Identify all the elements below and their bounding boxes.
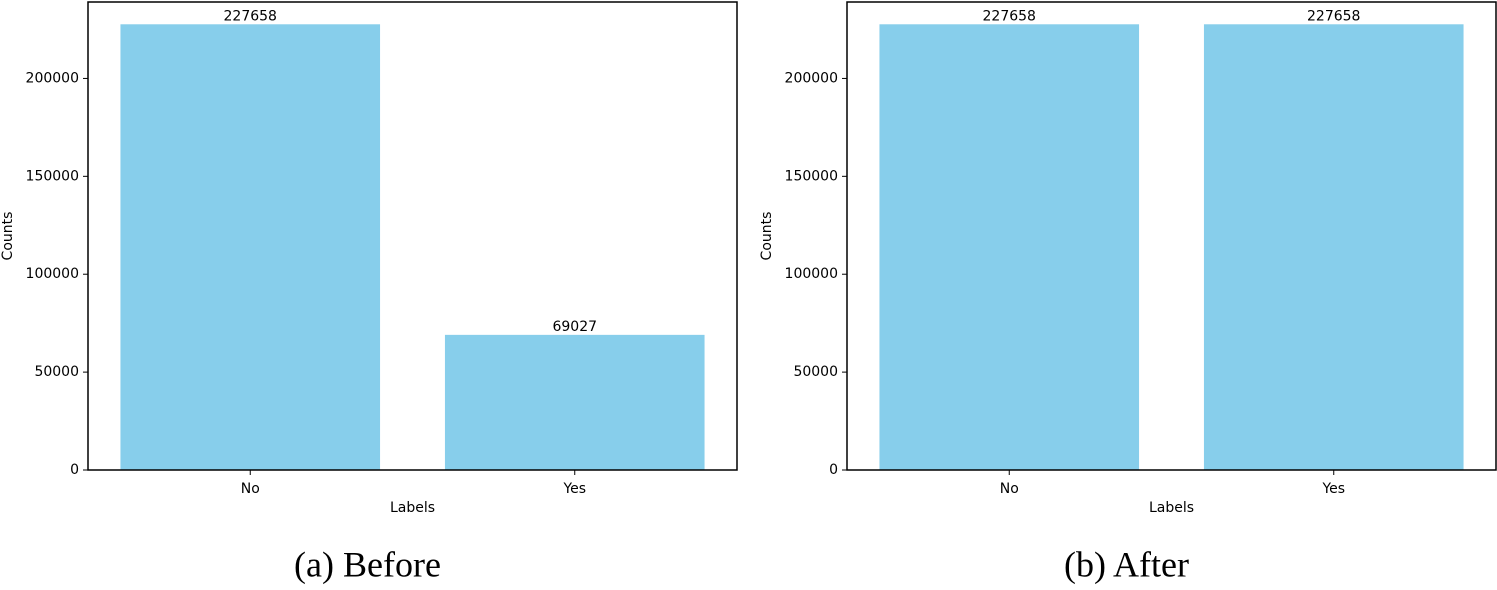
caption: (a) Before [294,544,441,584]
y-tick-label: 150000 [785,168,838,184]
value-label: 227658 [1307,8,1360,24]
bar [879,24,1140,471]
y-axis-label: Counts [759,212,775,261]
y-tick-label: 150000 [26,168,79,184]
y-tick-label: 100000 [785,266,838,282]
x-tick-label: No [1000,481,1019,497]
caption: (b) After [1064,544,1189,584]
y-tick-label: 100000 [26,266,79,282]
x-tick-label: No [241,481,260,497]
x-axis-label: Labels [390,500,435,516]
y-tick-label: 0 [829,462,838,478]
y-tick-label: 50000 [34,364,79,380]
value-label: 227658 [224,8,277,24]
y-tick-label: 50000 [793,364,838,380]
value-label: 69027 [552,319,597,335]
bar [444,334,705,470]
y-tick-label: 0 [70,462,79,478]
y-axis-label: Counts [0,212,16,261]
x-tick-label: Yes [1321,481,1345,497]
bar [1203,24,1464,471]
x-tick-label: Yes [562,481,586,497]
y-tick-label: 200000 [785,70,838,86]
plot-frame [87,1,738,471]
value-label: 227658 [983,8,1036,24]
x-axis-label: Labels [1149,500,1194,516]
y-tick-label: 200000 [26,70,79,86]
plot-frame [846,1,1497,471]
bar [120,24,381,471]
